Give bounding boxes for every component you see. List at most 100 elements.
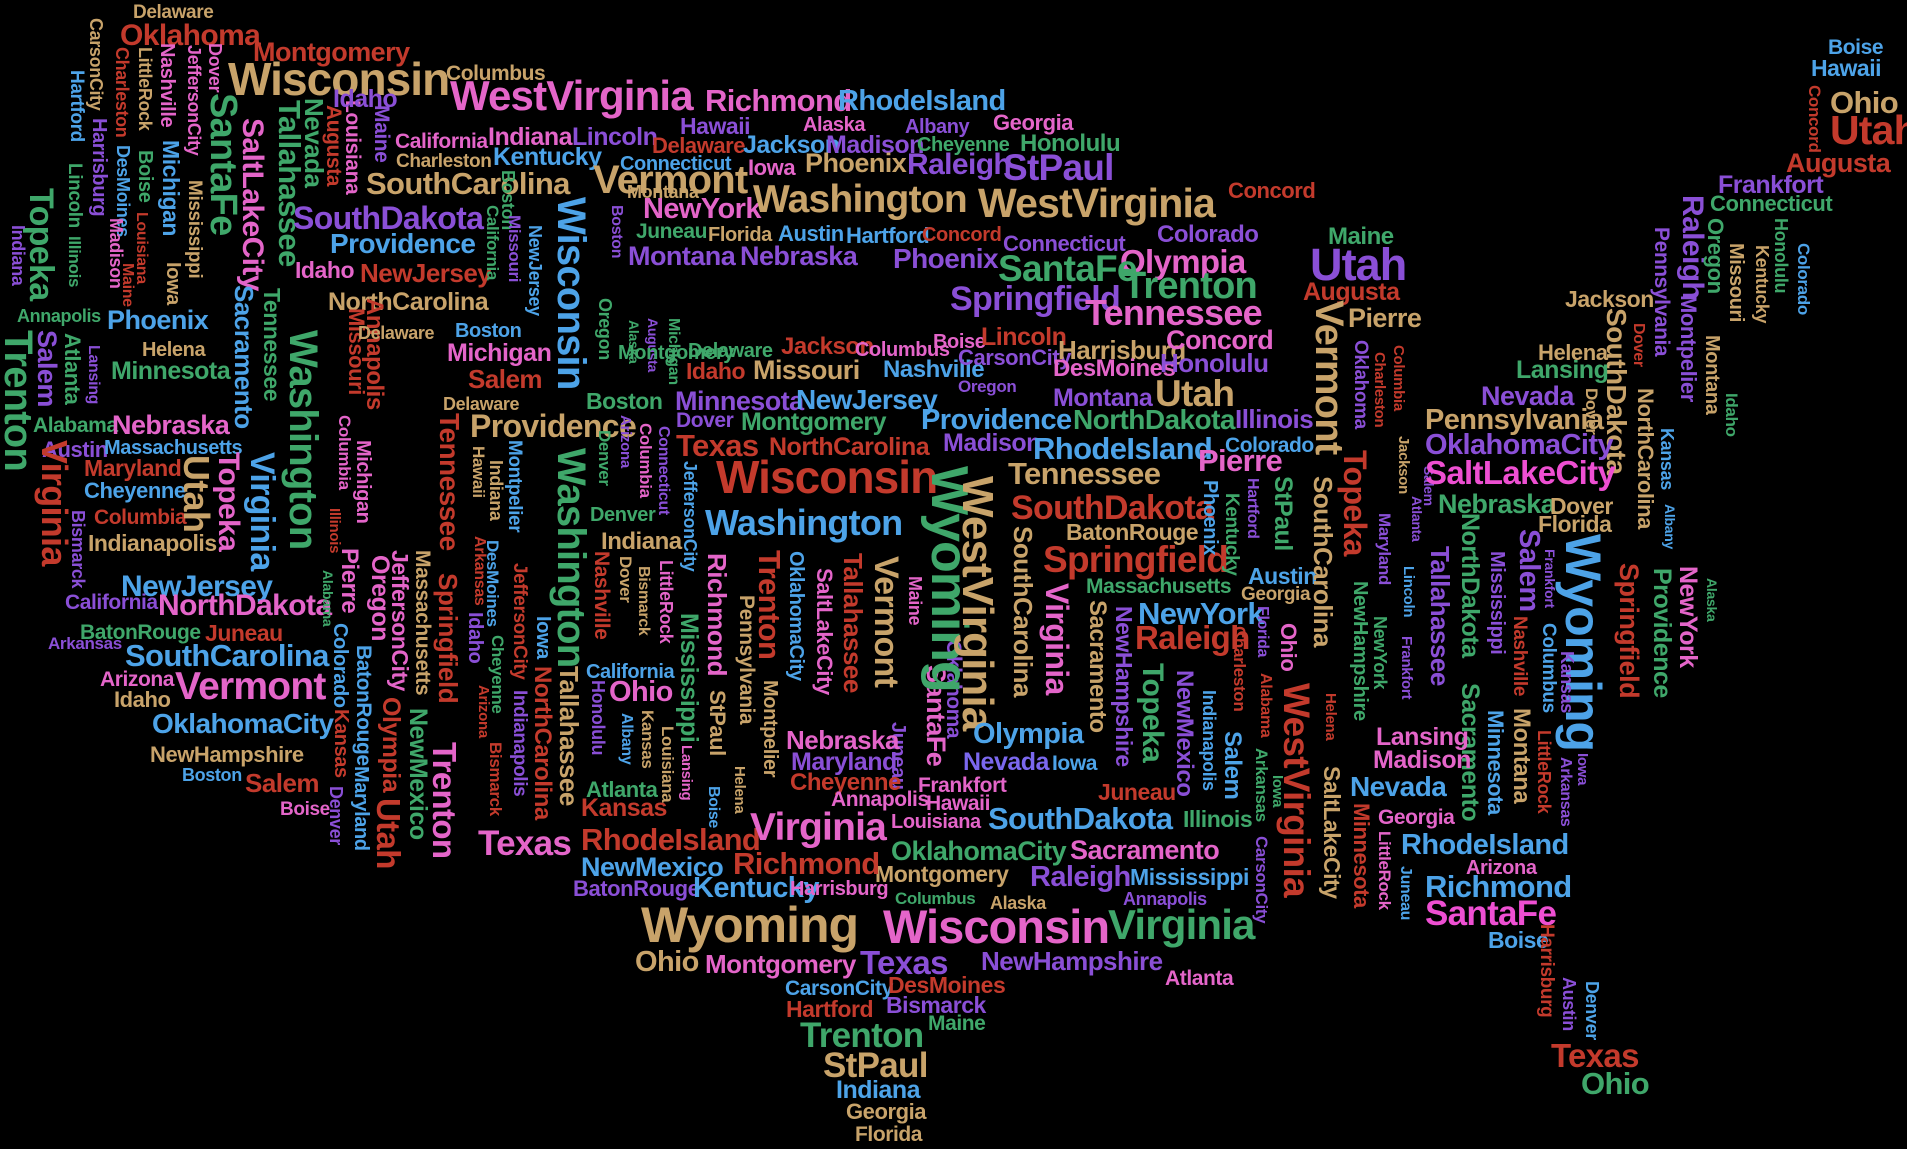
word: Frankfort xyxy=(1541,549,1558,608)
word: WestVirginia xyxy=(450,72,694,119)
word: BatonRouge xyxy=(80,621,201,644)
word: Albany xyxy=(1661,504,1678,549)
word: Indianapolis xyxy=(88,530,217,556)
word: Indiana xyxy=(836,1076,921,1104)
word: Massachusetts xyxy=(411,550,435,696)
word: Indianapolis xyxy=(509,690,531,797)
word: Sacramento xyxy=(1070,835,1220,865)
word: Arkansas xyxy=(470,536,488,606)
word: Albany xyxy=(905,116,970,138)
word: Oklahoma xyxy=(1350,340,1372,429)
word: RhodeIsland xyxy=(1401,829,1569,861)
word: SaltLakeCity xyxy=(1425,454,1616,491)
word: Juneau xyxy=(636,220,708,243)
word: Tallahassee xyxy=(1424,546,1455,686)
word: Idaho xyxy=(295,257,355,283)
word: Helena xyxy=(1321,693,1339,741)
word: Nevada xyxy=(963,748,1049,776)
word: Wisconsin xyxy=(883,900,1110,953)
word: Lansing xyxy=(1516,356,1609,384)
word: Columbia xyxy=(1389,345,1407,411)
word: Montpelier xyxy=(759,680,782,778)
word: Phoenix xyxy=(1199,480,1222,555)
word: Kansas xyxy=(581,794,667,822)
word: Hawaii xyxy=(926,792,991,815)
word: Hawaii xyxy=(1811,55,1882,81)
word: Nevada xyxy=(1350,771,1447,802)
word: Austin xyxy=(1558,977,1579,1031)
word: Richmond xyxy=(705,83,852,118)
word: Providence xyxy=(921,404,1072,436)
word: Illinois xyxy=(1183,806,1253,832)
word: Connecticut xyxy=(1710,191,1833,216)
word: Boston xyxy=(607,205,625,259)
word: Boise xyxy=(280,799,330,820)
word: Richmond xyxy=(701,553,732,676)
word: Delaware xyxy=(133,2,214,23)
word: Kentucky xyxy=(493,143,602,171)
word: Hartford xyxy=(786,996,874,1022)
word: NewJersey xyxy=(121,570,273,603)
word: Springfield xyxy=(1613,563,1644,699)
word: Montpelier xyxy=(504,440,526,533)
word: Jackson xyxy=(1394,436,1412,494)
word: Iowa xyxy=(1573,753,1591,786)
word: Oregon xyxy=(1703,218,1729,294)
word: Nebraska xyxy=(1438,489,1556,519)
word: Bismarck xyxy=(485,742,505,816)
word: Pierre xyxy=(1198,443,1283,478)
word: NewYork xyxy=(1138,596,1265,631)
word: NorthCarolina xyxy=(529,666,557,820)
word: Annapolis xyxy=(17,306,101,326)
word: Wyoming xyxy=(641,897,859,953)
word: Georgia xyxy=(1241,584,1311,605)
word: SaltLakeCity xyxy=(235,118,269,291)
word: Columbia xyxy=(635,423,655,498)
word: Atlanta xyxy=(60,333,86,405)
word: Annapolis xyxy=(1123,889,1207,909)
word: OklahomaCity xyxy=(785,551,808,681)
word: Honolulu xyxy=(1160,348,1269,378)
word: Arizona xyxy=(1466,857,1537,879)
word: Minnesota xyxy=(111,357,231,385)
word: Trenton xyxy=(751,550,787,660)
word: Lincoln xyxy=(1399,566,1417,618)
word: Iowa xyxy=(162,262,185,305)
word: Indianapolis xyxy=(1198,690,1219,791)
word: Boise xyxy=(1828,36,1884,59)
word: RhodeIsland xyxy=(581,822,761,857)
word: Montpelier xyxy=(1676,295,1702,402)
word: Mississippi xyxy=(184,180,206,279)
word: Tennessee xyxy=(1085,292,1263,333)
word: NorthCarolina xyxy=(328,288,489,316)
word: Topeka xyxy=(1337,450,1374,556)
word: Columbus xyxy=(855,339,950,361)
word: Sacramento xyxy=(1084,600,1112,733)
word: Georgia xyxy=(846,1099,927,1124)
word: LittleRock xyxy=(134,47,155,131)
word: Richmond xyxy=(1425,869,1572,904)
word: California xyxy=(482,205,502,281)
word: Texas xyxy=(860,944,948,981)
word: Hartford xyxy=(846,223,930,248)
word: Denver xyxy=(1581,981,1602,1040)
word: Topeka xyxy=(1135,663,1169,763)
word: Boise xyxy=(933,331,986,353)
word: SouthCarolina xyxy=(125,638,329,673)
word: Charleston xyxy=(396,151,492,172)
word: Albany xyxy=(617,713,635,765)
word: Illinois xyxy=(325,508,343,554)
word: Wisconsin xyxy=(716,451,938,503)
word: Honolulu xyxy=(1020,130,1121,157)
word: DesMoines xyxy=(1053,355,1176,382)
word: Oklahoma xyxy=(120,19,261,52)
word: Indiana xyxy=(488,123,573,151)
word: Montgomery xyxy=(705,949,856,979)
word: Jackson xyxy=(781,333,874,360)
word: SaltLakeCity xyxy=(1319,766,1346,899)
word: OklahomaCity xyxy=(1425,429,1614,461)
word: StPaul xyxy=(705,690,731,756)
word: NewMexico xyxy=(1171,670,1199,797)
word: Vermont xyxy=(175,665,326,708)
